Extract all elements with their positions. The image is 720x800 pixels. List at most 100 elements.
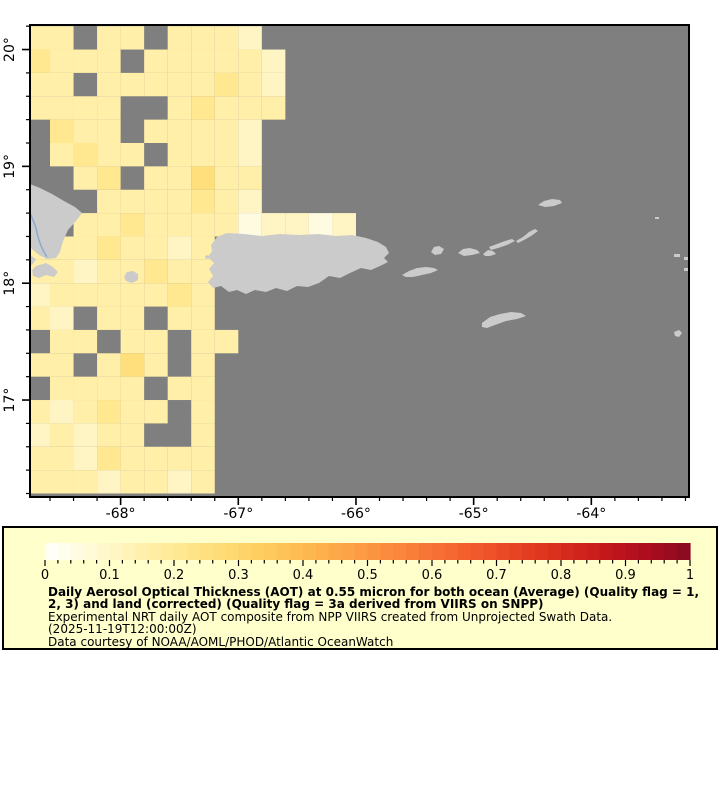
land-layer	[30, 184, 688, 337]
caption-title-line-1: Daily Aerosol Optical Thickness (AOT) at…	[48, 585, 700, 599]
colorbar-step	[199, 543, 214, 560]
aot-cell	[144, 72, 168, 97]
aot-cell	[238, 26, 262, 50]
aot-cell	[144, 259, 168, 284]
lon-tick-label: -66°	[341, 506, 371, 522]
map-frame	[29, 24, 690, 498]
aot-cell	[120, 236, 145, 260]
aot-cell	[31, 470, 51, 494]
colorbar-step	[238, 543, 252, 560]
aot-cell	[50, 423, 74, 447]
aot-cell	[97, 376, 121, 401]
aot-cell	[31, 423, 51, 447]
aot-cell	[73, 283, 98, 307]
aot-cell	[73, 213, 98, 237]
colorbar-step	[419, 543, 433, 560]
colorbar-step	[548, 543, 562, 560]
legend-panel: 0 0.1 0.2 0.3 0.4 0.5 0.6 0.7 0.8 0.9 1 Daily Aero…	[2, 526, 718, 650]
caption-source-line: Experimental NRT daily AOT composite fro…	[48, 609, 613, 624]
aot-cell	[120, 26, 145, 50]
aot-data-cells-layer	[31, 26, 356, 494]
land-anegada	[538, 199, 562, 207]
aot-cell	[73, 446, 98, 471]
aot-cell	[97, 189, 121, 214]
aot-cell	[97, 26, 121, 50]
aot-cell	[167, 96, 192, 120]
colorbar-step	[522, 543, 536, 560]
aot-cell	[167, 376, 192, 401]
aot-cell	[214, 96, 239, 120]
colorbar-step	[122, 543, 136, 560]
aot-cell	[120, 470, 145, 494]
colorbar-tick-label: 0.3	[228, 568, 249, 583]
colorbar-tick-label: 0.2	[164, 568, 185, 583]
aot-cell	[191, 446, 215, 471]
aot-cell	[144, 49, 168, 73]
lon-tick-label: -67°	[223, 506, 253, 522]
land-st-thomas	[458, 248, 480, 256]
caption-timestamp-line: (2025-11-19T12:00:00Z)	[48, 622, 197, 637]
latitude-labels: 20° 19° 18° 17°	[2, 37, 18, 412]
colorbar-tick-label: 0.9	[615, 568, 636, 583]
colorbar-step	[406, 543, 420, 560]
aot-cell	[144, 283, 168, 307]
colorbar-step	[109, 543, 123, 560]
aot-cell	[261, 213, 286, 237]
aot-cell	[120, 143, 145, 167]
aot-cell	[214, 49, 239, 73]
aot-cell	[97, 119, 121, 143]
aot-cell	[285, 213, 309, 237]
colorbar-step	[212, 543, 227, 560]
colorbar-tick-label: 0.4	[293, 568, 314, 583]
colorbar-tick-label: 1	[686, 568, 694, 583]
colorbar-step	[174, 543, 188, 560]
aot-cell	[144, 470, 168, 494]
colorbar-step	[599, 543, 614, 560]
longitude-labels: -68° -67° -66° -65° -64°	[106, 506, 607, 522]
aot-cell	[73, 119, 98, 143]
aot-cell	[50, 306, 74, 330]
colorbar-step	[277, 543, 291, 560]
colorbar-step	[354, 543, 369, 560]
aot-cell	[191, 119, 215, 143]
aot-cell	[50, 26, 74, 50]
aot-cell	[238, 72, 262, 97]
aot-cell	[167, 259, 192, 284]
river-line	[29, 212, 48, 258]
aot-cell	[31, 26, 51, 50]
aot-cell	[214, 329, 239, 354]
aot-cell	[120, 423, 145, 447]
aot-cell	[97, 446, 121, 471]
lat-tick-label: 19°	[2, 154, 18, 179]
colorbar-step	[186, 543, 201, 560]
aot-cell	[144, 329, 168, 354]
aot-cell	[238, 213, 262, 237]
aot-cell	[214, 166, 239, 190]
aot-cell	[191, 470, 215, 494]
aot-cell	[97, 423, 121, 447]
aot-cell	[50, 283, 74, 307]
aot-cell	[31, 306, 51, 330]
aot-cell	[261, 49, 286, 73]
aot-cell	[191, 236, 215, 260]
aot-cell	[167, 189, 192, 214]
land-virgin-gorda	[516, 229, 538, 243]
aot-cell	[167, 49, 192, 73]
aot-cell	[238, 189, 262, 214]
aot-cell	[214, 143, 239, 167]
aot-cell	[167, 446, 192, 471]
colorbar-step	[651, 543, 665, 560]
aot-map: -68° -67° -66° -65° -64° 20° 19° 18° 17°	[2, 24, 690, 522]
colorbar-step	[70, 543, 85, 560]
aot-cell	[238, 49, 262, 73]
aot-cell	[191, 96, 215, 120]
aot-cell	[31, 49, 51, 73]
aot-cell	[214, 213, 239, 237]
aot-cell	[73, 166, 98, 190]
caption-title-line-2: 2, 3) and land (corrected) (Quality flag…	[48, 597, 544, 612]
aot-cell	[191, 26, 215, 50]
colorbar-tick-label: 0.8	[551, 568, 572, 583]
aot-cell	[238, 166, 262, 190]
colorbar-step	[612, 543, 627, 560]
